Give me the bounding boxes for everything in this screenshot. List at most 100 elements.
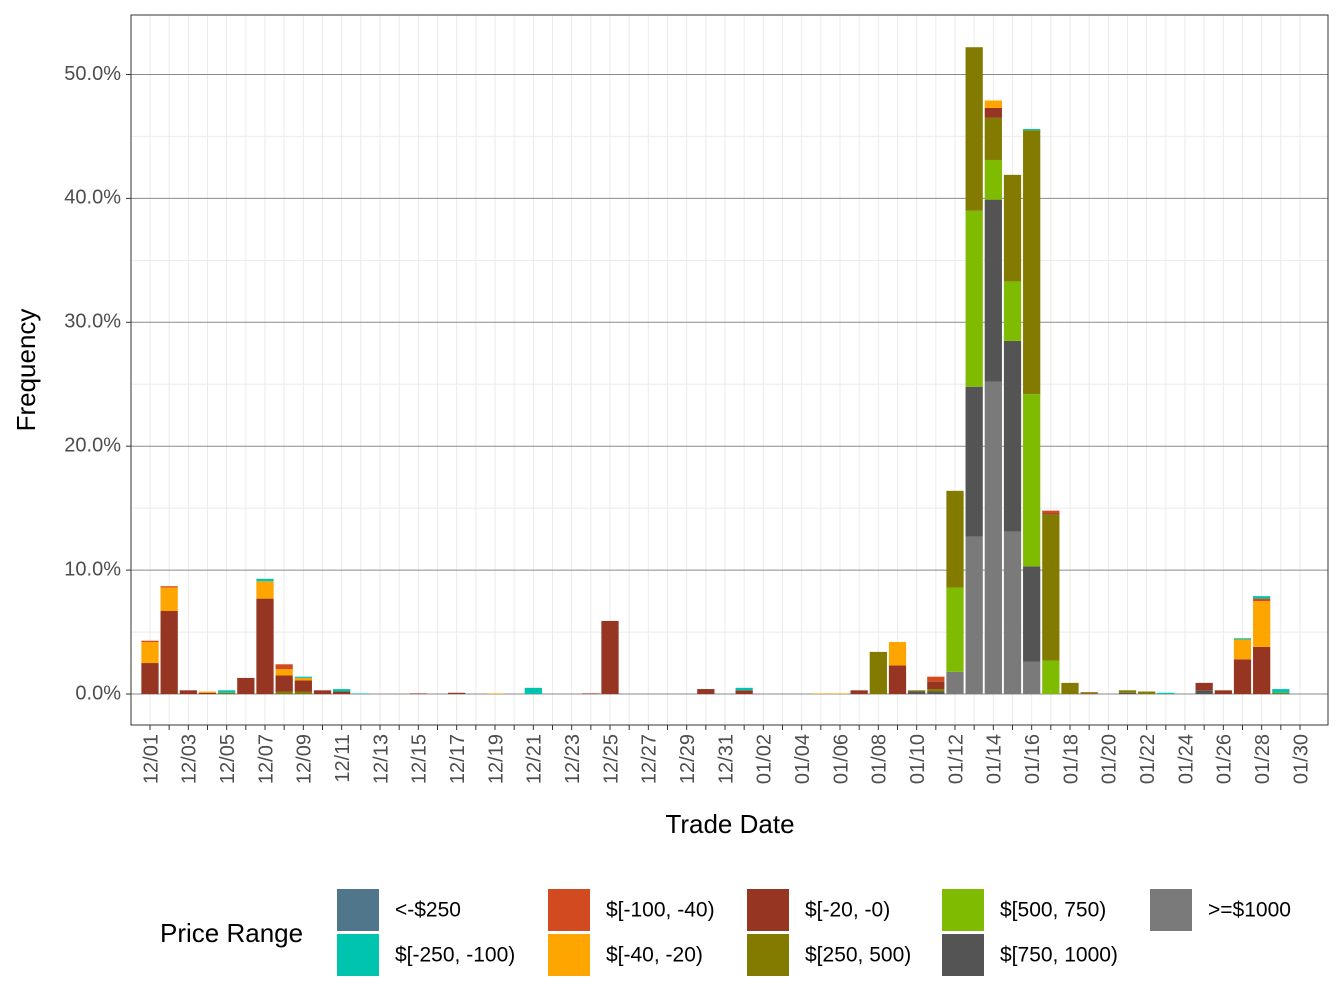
bar-segment bbox=[735, 690, 753, 695]
bar-segment bbox=[1061, 682, 1079, 695]
x-tick-label: 12/07 bbox=[255, 734, 277, 784]
bar-segment bbox=[601, 620, 619, 695]
bar-segment bbox=[927, 676, 945, 682]
bar-segment bbox=[946, 671, 964, 695]
bar-segment bbox=[735, 687, 753, 691]
bar-segment bbox=[1042, 514, 1060, 661]
bar-segment bbox=[1023, 566, 1041, 662]
bar-segment bbox=[984, 117, 1002, 160]
bar-segment bbox=[1253, 596, 1271, 599]
x-tick-label: 01/18 bbox=[1060, 734, 1082, 784]
bar-segment bbox=[1214, 690, 1232, 695]
bar-segment bbox=[486, 693, 504, 695]
bar-segment bbox=[984, 381, 1002, 695]
bar-segment bbox=[812, 693, 830, 695]
bar-segment bbox=[1253, 646, 1271, 695]
x-tick-label: 12/23 bbox=[562, 734, 584, 784]
x-tick-label: 01/26 bbox=[1214, 734, 1236, 784]
x-tick-label: 01/10 bbox=[907, 734, 929, 784]
bar-segment bbox=[1272, 689, 1290, 693]
bar-segment bbox=[1023, 661, 1041, 695]
bar-segment bbox=[275, 669, 293, 676]
bar-segment bbox=[1157, 692, 1175, 695]
bar-segment bbox=[333, 691, 351, 695]
bar-segment bbox=[1272, 692, 1290, 695]
bar-segment bbox=[256, 598, 274, 695]
x-tick-label: 01/04 bbox=[792, 734, 814, 784]
legend-label: $[750, 1000) bbox=[1000, 944, 1118, 967]
x-tick-label: 01/14 bbox=[984, 734, 1006, 784]
legend-label: $[500, 750) bbox=[1000, 899, 1106, 922]
legend-key bbox=[337, 934, 379, 976]
bar-segment bbox=[908, 691, 926, 695]
bar-segment bbox=[1003, 174, 1022, 282]
x-tick-label: 12/31 bbox=[715, 734, 737, 784]
legend-key bbox=[942, 889, 984, 931]
y-tick-label: 50.0% bbox=[64, 63, 121, 85]
bar-segment bbox=[294, 676, 312, 678]
bar-segment bbox=[256, 581, 274, 599]
bar-segment bbox=[1080, 692, 1098, 693]
x-tick-label: 12/15 bbox=[409, 734, 431, 784]
bar-segment bbox=[965, 210, 983, 387]
plot-border bbox=[130, 14, 1329, 726]
bar-segment bbox=[984, 199, 1002, 382]
legend-label: $[-250, -100) bbox=[395, 944, 515, 967]
bar-segment bbox=[984, 159, 1002, 200]
x-tick-label: 01/08 bbox=[869, 734, 891, 784]
x-tick-label: 12/19 bbox=[485, 734, 507, 784]
bar-segment bbox=[352, 693, 370, 695]
x-tick-label: 01/30 bbox=[1290, 734, 1312, 784]
plot-background bbox=[131, 15, 1328, 725]
bar-segment bbox=[524, 687, 542, 695]
bar-segment bbox=[409, 693, 427, 695]
x-tick-label: 12/29 bbox=[677, 734, 699, 784]
bar-segment bbox=[275, 664, 293, 670]
bar-segment bbox=[1253, 598, 1271, 602]
bar-segment bbox=[198, 692, 217, 695]
bar-segment bbox=[984, 100, 1002, 108]
legend-label: $[-20, -0) bbox=[805, 899, 890, 922]
y-tick-label: 30.0% bbox=[64, 311, 121, 333]
bar-segment bbox=[965, 386, 983, 537]
legend-key bbox=[747, 934, 789, 976]
legend-key bbox=[747, 889, 789, 931]
legend-label: $[250, 500) bbox=[805, 944, 911, 967]
legend-label: $[-40, -20) bbox=[606, 944, 703, 967]
bar-segment bbox=[1003, 281, 1022, 341]
bar-segment bbox=[1080, 692, 1098, 695]
x-tick-label: 01/16 bbox=[1022, 734, 1044, 784]
bar-segment bbox=[1138, 691, 1156, 695]
bar-segment bbox=[1042, 513, 1060, 515]
x-tick-label: 12/09 bbox=[294, 734, 316, 784]
bar-segment bbox=[141, 663, 159, 695]
bar-segment bbox=[927, 681, 945, 690]
y-tick-label: 0.0% bbox=[75, 682, 121, 704]
legend-label: >=$1000 bbox=[1208, 899, 1291, 922]
x-tick-label: 12/01 bbox=[140, 734, 162, 784]
x-axis-title: Trade Date bbox=[665, 809, 794, 839]
y-axis-title: Frequency bbox=[11, 309, 41, 432]
bar-segment bbox=[1023, 128, 1041, 131]
bar-segment bbox=[160, 587, 178, 612]
bar-segment bbox=[1042, 660, 1060, 695]
x-tick-label: 12/17 bbox=[447, 734, 469, 784]
bar-segment bbox=[927, 689, 945, 692]
legend-key bbox=[548, 889, 590, 931]
legend-key bbox=[942, 934, 984, 976]
x-tick-label: 01/12 bbox=[945, 734, 967, 784]
legend-key bbox=[337, 889, 379, 931]
x-tick-label: 01/28 bbox=[1252, 734, 1274, 784]
y-tick-label: 40.0% bbox=[64, 187, 121, 209]
x-tick-label: 01/06 bbox=[830, 734, 852, 784]
bar-segment bbox=[160, 611, 178, 695]
bar-segment bbox=[218, 692, 236, 695]
bar-segment bbox=[333, 689, 351, 692]
bar-segment bbox=[984, 107, 1002, 118]
legend-key bbox=[1150, 889, 1192, 931]
bar-segment bbox=[888, 641, 907, 666]
x-tick-label: 12/13 bbox=[370, 734, 392, 784]
bar-segment bbox=[1233, 639, 1252, 660]
bar-segment bbox=[697, 689, 715, 695]
bar-segment bbox=[1195, 690, 1213, 695]
